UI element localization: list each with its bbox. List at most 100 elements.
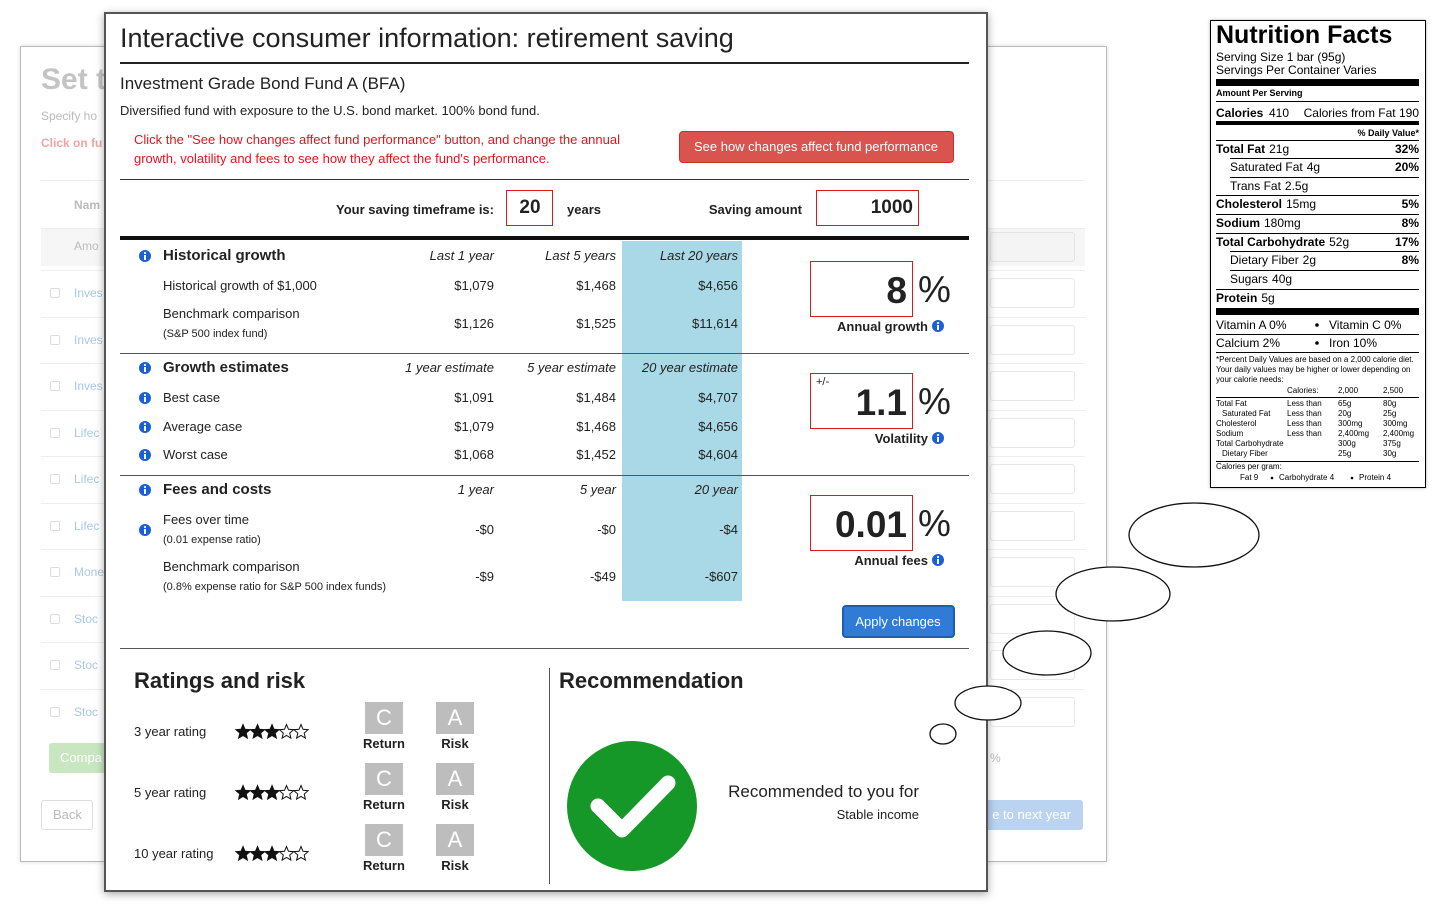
performance-button[interactable] (679, 131, 954, 163)
control-value[interactable]: 1.1 (855, 382, 907, 423)
row-value: -$607 (704, 569, 738, 584)
timeframe-value[interactable]: 20 (519, 197, 541, 218)
rule (1216, 213, 1419, 215)
section-title: Growth estimates (163, 359, 289, 376)
bg-checkbox[interactable] (50, 381, 60, 391)
divider (120, 236, 969, 240)
bg-checkbox[interactable] (50, 288, 60, 298)
control-input[interactable] (810, 261, 913, 317)
timeframe-input[interactable] (506, 190, 553, 226)
vitamin: Iron 10% (1329, 336, 1378, 350)
row-label: Worst case (163, 447, 228, 462)
ref-2500: 2,400mg (1383, 429, 1415, 438)
nutrient-name: Dietary Fiber (1230, 253, 1299, 267)
modal-title: Interactive consumer information: retire… (120, 23, 734, 53)
row-value: -$0 (597, 522, 616, 537)
ref-2500: 25g (1383, 409, 1397, 418)
row-note: (0.8% expense ratio for S&P 500 index fu… (163, 581, 386, 593)
calories-label: Calories (1216, 106, 1264, 120)
nutrient-amount: 2g (1302, 253, 1317, 267)
nutrient-dv: 8% (1401, 216, 1419, 230)
thought-bubble (1128, 502, 1260, 568)
bg-next-label: e to next year (992, 807, 1071, 822)
bg-checkbox[interactable] (50, 567, 60, 577)
column-header: Last 1 year (429, 248, 494, 263)
ref-name: Cholesterol (1216, 419, 1257, 428)
ref-header: 2,500 (1383, 386, 1404, 395)
rating-label: 10 year rating (134, 846, 214, 861)
bg-input[interactable] (990, 325, 1075, 355)
bg-input[interactable] (990, 464, 1075, 494)
per-gram: Fat 9 (1240, 473, 1259, 482)
saving-input[interactable] (816, 190, 919, 226)
nutrient-amount: 180mg (1263, 216, 1301, 230)
daily-value-header: % Daily Value* (1357, 128, 1419, 138)
row-value: -$9 (475, 569, 494, 584)
bg-checkbox[interactable] (50, 521, 60, 531)
rule (1216, 288, 1419, 290)
ref-limit: Less than (1287, 399, 1322, 408)
bg-row-name: Stoc (74, 658, 99, 672)
apply-button[interactable] (842, 605, 955, 638)
recommendation-reason: Stable income (836, 807, 919, 822)
return-label: Return (363, 736, 405, 751)
bg-input[interactable] (990, 697, 1075, 727)
rule (1230, 176, 1419, 178)
bg-input[interactable] (990, 418, 1075, 448)
bg-input[interactable] (990, 650, 1075, 680)
bg-checkbox[interactable] (50, 660, 60, 670)
nutrient-dv: 17% (1394, 235, 1419, 249)
bg-compare-button[interactable] (49, 743, 109, 773)
row-label: Best case (163, 390, 221, 405)
grade-box (365, 702, 403, 734)
row-label: Benchmark comparison (163, 306, 300, 321)
bg-input[interactable] (990, 557, 1075, 587)
fund-name: Investment Grade Bond Fund A (BFA) (120, 74, 406, 93)
bg-row-name: Lifec (74, 472, 100, 486)
nutrient-name: Protein (1216, 291, 1258, 305)
bg-checkbox[interactable] (50, 428, 60, 438)
return-grade: C (376, 827, 392, 852)
servings: Servings Per Container Varies (1216, 63, 1377, 77)
section-title: Historical growth (163, 247, 286, 264)
apply-button-label[interactable]: Apply changes (855, 614, 941, 629)
row-note: (0.01 expense ratio) (163, 534, 261, 546)
nutrient-name: Trans Fat (1230, 179, 1281, 193)
risk-grade: A (447, 827, 463, 852)
nutrient-name: Total Fat (1216, 142, 1266, 156)
rule (1216, 139, 1419, 141)
column-header: 1 year (457, 482, 494, 497)
bg-input[interactable] (990, 232, 1075, 262)
control-value[interactable]: 0.01 (834, 504, 907, 545)
control-input[interactable] (810, 373, 913, 429)
saving-value[interactable]: 1000 (870, 197, 913, 218)
control-input[interactable] (810, 495, 913, 551)
bg-checkbox[interactable] (50, 707, 60, 717)
per-gram: Protein 4 (1359, 473, 1392, 482)
bg-row-name: Lifec (74, 519, 100, 533)
ref-2500: 375g (1383, 439, 1401, 448)
bg-percent: % (990, 751, 1001, 765)
nutrient-amount: 52g (1329, 235, 1350, 249)
vitamin: Calcium 2% (1216, 336, 1281, 350)
bg-checkbox[interactable] (50, 335, 60, 345)
bg-row-name: Lifec (74, 426, 100, 440)
bg-next-button[interactable] (975, 800, 1083, 830)
control-value[interactable]: 8 (886, 270, 907, 311)
row-value: $4,656 (698, 278, 738, 293)
control-prefix: +/- (816, 376, 830, 388)
ref-2000: 2,400mg (1338, 429, 1370, 438)
column-header: Last 20 years (659, 248, 738, 263)
bg-input[interactable] (990, 511, 1075, 541)
bg-input[interactable] (990, 371, 1075, 401)
risk-label: Risk (441, 797, 469, 812)
bg-input[interactable] (990, 278, 1075, 308)
medium-rule (1216, 121, 1419, 125)
bg-checkbox[interactable] (50, 474, 60, 484)
bg-checkbox[interactable] (50, 614, 60, 624)
row-value: $4,656 (698, 419, 738, 434)
performance-button-label[interactable]: See how changes affect fund performance (693, 139, 939, 154)
bg-back-button[interactable] (41, 800, 93, 830)
control-unit: % (918, 269, 951, 310)
